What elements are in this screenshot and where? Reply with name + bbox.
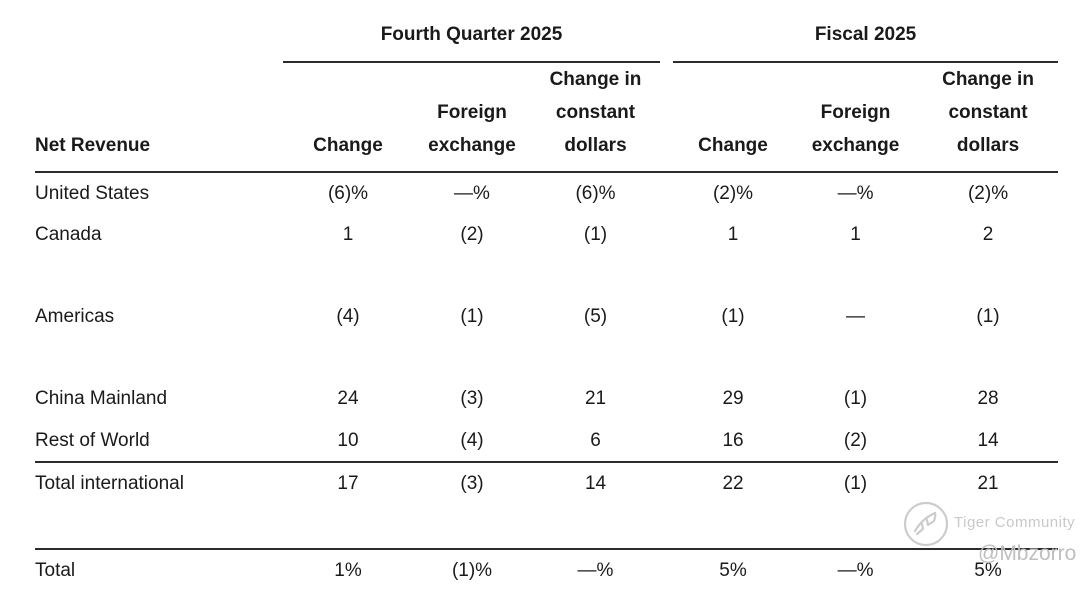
cell-value: 1 xyxy=(727,224,739,245)
cell-value: (6)% xyxy=(327,182,369,204)
group-gap xyxy=(660,0,673,62)
cell-value: —% xyxy=(454,182,490,204)
cell-value: (6)% xyxy=(575,182,616,204)
cell-value: 5% xyxy=(974,559,1002,581)
column-group-fourth-quarter: Fourth Quarter 2025 xyxy=(283,0,661,63)
blank-row xyxy=(35,256,1058,296)
cell-value: 24 xyxy=(337,388,359,409)
table-row-americas: Americas (4) (1) (5) (1) — (1) xyxy=(35,296,1058,338)
group-gap xyxy=(660,549,673,591)
cell-value: —% xyxy=(577,559,614,581)
cell-value: 21 xyxy=(977,472,999,494)
cell-value: 14 xyxy=(584,472,607,494)
group-gap xyxy=(660,420,674,463)
row-label: Americas xyxy=(35,306,115,327)
net-revenue-table: Fourth Quarter 2025 Fiscal 2025 Net Reve… xyxy=(35,0,1059,591)
group-gap xyxy=(660,62,674,173)
cell-value: (4) xyxy=(413,420,531,463)
column-group-fiscal-2025: Fiscal 2025 xyxy=(673,0,1059,63)
group-gap xyxy=(660,214,673,256)
cell-value: (1) xyxy=(460,306,484,327)
column-header-q4-constant-dollars: Change in constant dollars xyxy=(531,62,661,173)
column-header-fy-change: Change xyxy=(673,62,794,173)
table-row-total: Total 1% (1)% —% 5% —% 5% xyxy=(35,549,1058,591)
group-gap xyxy=(660,378,673,420)
cell-value: 17 xyxy=(337,472,359,494)
cell-value: 22 xyxy=(722,472,744,494)
cell-value: (1) xyxy=(843,388,868,409)
cell-value: (4) xyxy=(336,306,360,327)
row-label: Total international xyxy=(35,472,184,494)
column-header-q4-foreign-exchange: Foreign exchange xyxy=(413,62,531,173)
cell-value: (5) xyxy=(583,306,608,327)
cell-value: (2)% xyxy=(967,182,1009,204)
cell-value: 16 xyxy=(673,420,794,463)
column-header-fy-constant-dollars: Change in constant dollars xyxy=(918,62,1059,173)
cell-value: — xyxy=(846,306,866,327)
group-gap xyxy=(660,172,673,214)
cell-value: (1) xyxy=(721,306,745,327)
row-label: Rest of World xyxy=(35,420,283,463)
column-header-row: Net Revenue Change Foreign exchange Chan… xyxy=(35,62,1059,173)
cell-value: (2) xyxy=(460,224,484,245)
cell-value: 29 xyxy=(722,388,744,409)
cell-value: —% xyxy=(837,182,874,204)
row-label: Canada xyxy=(35,224,102,245)
cell-value: (2) xyxy=(793,420,919,463)
cell-value: (3) xyxy=(460,472,484,494)
row-label: China Mainland xyxy=(35,388,168,409)
cell-value: 5% xyxy=(719,559,747,581)
group-gap xyxy=(660,296,673,338)
cell-value: (1)% xyxy=(451,559,493,581)
cell-value: (1) xyxy=(976,306,1000,327)
cell-value: (1) xyxy=(843,472,868,494)
cell-value: 10 xyxy=(283,420,413,463)
cell-value: (2)% xyxy=(712,182,754,204)
column-header-q4-change: Change xyxy=(283,62,413,173)
cell-value: 28 xyxy=(977,388,999,409)
blank-row xyxy=(35,338,1058,378)
cell-value: 1 xyxy=(342,224,354,245)
cell-value: 14 xyxy=(918,420,1059,463)
blank-row xyxy=(35,504,1059,550)
column-header-fy-foreign-exchange: Foreign exchange xyxy=(793,62,919,173)
table-row-canada: Canada 1 (2) (1) 1 1 2 xyxy=(35,214,1058,256)
cell-value: (3) xyxy=(460,388,484,409)
cell-value: —% xyxy=(837,559,874,581)
cell-value: (1) xyxy=(583,224,608,245)
table-row-china-mainland: China Mainland 24 (3) 21 29 (1) 28 xyxy=(35,378,1058,420)
corner-label: Net Revenue xyxy=(35,62,283,173)
table-row-united-states: United States (6)% —% (6)% (2)% —% (2)% xyxy=(35,172,1058,214)
row-label: United States xyxy=(35,182,150,204)
table-row-total-international: Total international 17 (3) 14 22 (1) 21 xyxy=(35,462,1058,504)
table-row-rest-of-world: Rest of World 10 (4) 6 16 (2) 14 xyxy=(35,420,1059,463)
cell-value: 6 xyxy=(531,420,661,463)
group-gap xyxy=(660,462,673,504)
cell-value: 2 xyxy=(982,224,994,245)
corner-empty-cell xyxy=(35,0,283,62)
row-label: Total xyxy=(35,559,76,581)
cell-value: 1 xyxy=(850,224,861,245)
cell-value: 21 xyxy=(584,388,607,409)
cell-value: 1% xyxy=(334,559,362,581)
column-group-row: Fourth Quarter 2025 Fiscal 2025 xyxy=(35,0,1059,63)
